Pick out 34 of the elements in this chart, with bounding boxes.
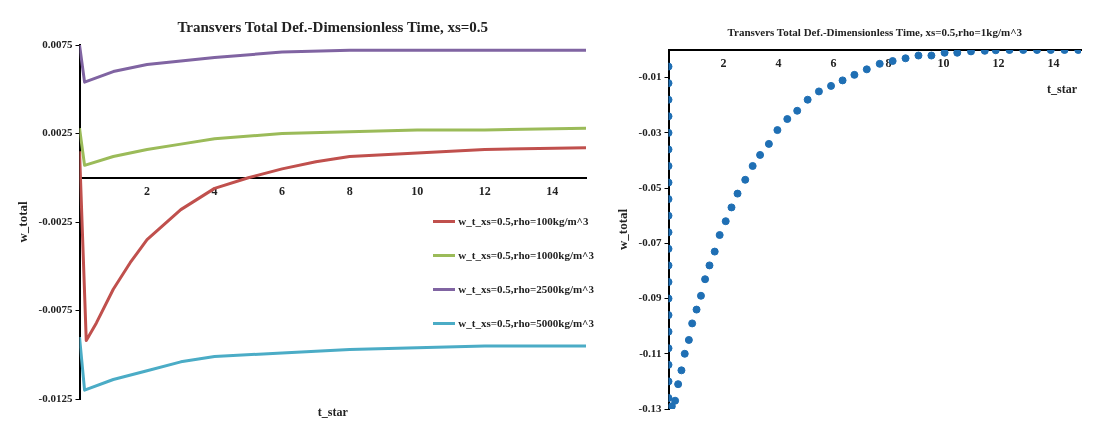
chart-title: Transvers Total Def.-Dimensionless Time, xs=0.5 bbox=[177, 18, 489, 35]
legend-label: w_t_xs=0.5,rho=1000kg/m^3 bbox=[458, 249, 594, 261]
legend-label: w_t_xs=0.5,rho=100kg/m^3 bbox=[458, 215, 589, 227]
x-tick-label: 10 bbox=[411, 184, 424, 199]
x-tick-label: 12 bbox=[992, 56, 1005, 71]
y-axis-title: w_total bbox=[615, 208, 631, 251]
x-tick-label: 8 bbox=[346, 184, 353, 199]
x-tick-label: 10 bbox=[937, 56, 950, 71]
x-tick-label: 4 bbox=[775, 56, 782, 71]
y-tick-label: -0.0025 bbox=[38, 214, 73, 227]
x-tick-label: 12 bbox=[478, 184, 491, 199]
y-tick-label: -0.07 bbox=[638, 236, 662, 249]
y-axis-title: w_total bbox=[15, 201, 31, 243]
x-axis-title: t_star bbox=[1047, 82, 1078, 97]
x-tick-label: 2 bbox=[720, 56, 727, 71]
x-tick-label: 2 bbox=[144, 184, 151, 199]
chart-title: Transvers Total Def.-Dimensionless Time, xs=0.5,rho=1kg/m^3 bbox=[727, 25, 1023, 38]
y-tick-label: -0.0075 bbox=[38, 303, 73, 316]
y-tick-label: -0.0125 bbox=[38, 391, 73, 404]
y-tick-label: -0.11 bbox=[639, 346, 662, 359]
y-tick-label: 0.0025 bbox=[42, 126, 74, 139]
x-tick-label: 14 bbox=[546, 184, 559, 199]
y-tick-label: -0.05 bbox=[638, 180, 662, 193]
y-tick-label: -0.13 bbox=[638, 401, 662, 414]
legend-label: w_t_xs=0.5,rho=2500kg/m^3 bbox=[458, 283, 594, 295]
legend-label: w_t_xs=0.5,rho=5000kg/m^3 bbox=[458, 317, 594, 329]
x-tick-label: 14 bbox=[1047, 56, 1060, 71]
x-tick-label: 6 bbox=[830, 56, 837, 71]
x-axis-title: t_star bbox=[317, 405, 349, 420]
x-tick-label: 6 bbox=[279, 184, 286, 199]
y-tick-label: -0.01 bbox=[638, 70, 662, 83]
y-tick-label: -0.09 bbox=[638, 291, 662, 304]
y-tick-label: 0.0075 bbox=[42, 37, 74, 50]
y-tick-label: -0.03 bbox=[638, 125, 662, 138]
